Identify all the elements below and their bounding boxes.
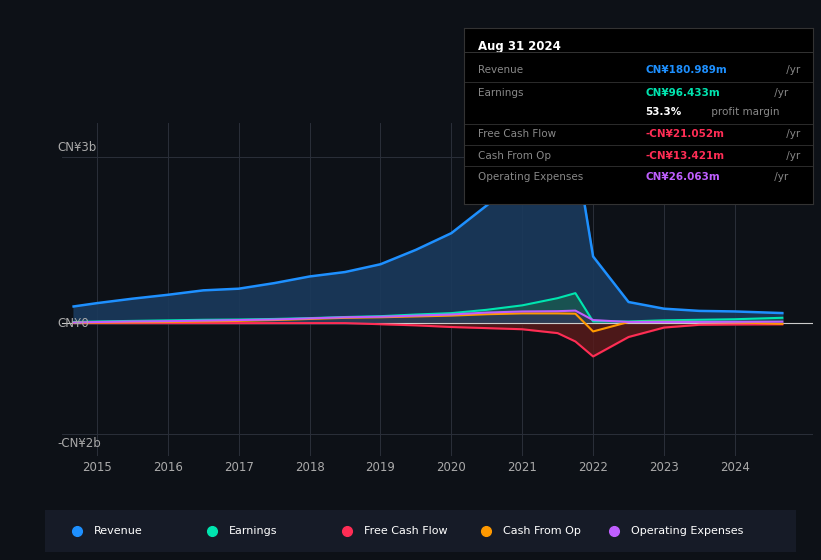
Text: Earnings: Earnings <box>478 88 523 98</box>
Text: CN¥96.433m: CN¥96.433m <box>645 88 720 98</box>
Text: Revenue: Revenue <box>94 526 143 535</box>
Text: -CN¥13.421m: -CN¥13.421m <box>645 151 724 161</box>
Text: Earnings: Earnings <box>229 526 277 535</box>
Text: Cash From Op: Cash From Op <box>478 151 551 161</box>
Text: 53.3%: 53.3% <box>645 107 681 117</box>
Text: Aug 31 2024: Aug 31 2024 <box>478 40 561 53</box>
Text: CN¥3b: CN¥3b <box>57 141 97 154</box>
Text: Free Cash Flow: Free Cash Flow <box>478 129 556 139</box>
Text: /yr: /yr <box>771 88 788 98</box>
Text: /yr: /yr <box>771 172 788 182</box>
Text: Operating Expenses: Operating Expenses <box>478 172 583 182</box>
Text: Free Cash Flow: Free Cash Flow <box>365 526 448 535</box>
Text: Cash From Op: Cash From Op <box>503 526 581 535</box>
Text: Revenue: Revenue <box>478 66 523 76</box>
Text: /yr: /yr <box>783 129 800 139</box>
Text: -CN¥2b: -CN¥2b <box>57 437 101 450</box>
Text: -CN¥21.052m: -CN¥21.052m <box>645 129 724 139</box>
Text: /yr: /yr <box>783 66 800 76</box>
Text: CN¥0: CN¥0 <box>57 316 89 330</box>
Text: Operating Expenses: Operating Expenses <box>631 526 744 535</box>
Text: /yr: /yr <box>783 151 800 161</box>
Text: profit margin: profit margin <box>708 107 780 117</box>
Text: CN¥180.989m: CN¥180.989m <box>645 66 727 76</box>
Text: CN¥26.063m: CN¥26.063m <box>645 172 720 182</box>
